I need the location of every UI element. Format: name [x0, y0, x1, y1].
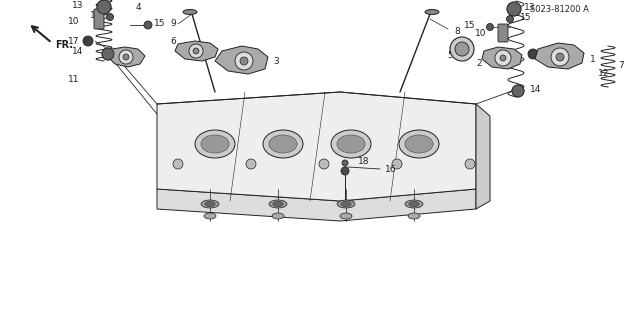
Ellipse shape — [340, 213, 352, 219]
Circle shape — [97, 0, 111, 14]
Polygon shape — [175, 41, 218, 61]
Text: 9: 9 — [170, 19, 176, 28]
Circle shape — [556, 53, 564, 61]
Circle shape — [123, 54, 129, 60]
Text: 14: 14 — [72, 47, 83, 56]
Text: 7: 7 — [618, 62, 624, 70]
Ellipse shape — [201, 200, 219, 208]
Ellipse shape — [341, 202, 351, 206]
Polygon shape — [215, 46, 268, 74]
Ellipse shape — [205, 202, 215, 206]
Text: 17: 17 — [539, 55, 550, 63]
Text: 3: 3 — [273, 56, 279, 65]
Text: 2: 2 — [476, 60, 482, 69]
Circle shape — [102, 48, 114, 60]
Circle shape — [144, 21, 152, 29]
Ellipse shape — [408, 213, 420, 219]
Text: 8: 8 — [454, 26, 460, 35]
Text: 6: 6 — [170, 36, 176, 46]
Ellipse shape — [405, 135, 433, 153]
Text: 4: 4 — [135, 3, 141, 11]
Ellipse shape — [269, 135, 297, 153]
Text: 13: 13 — [524, 4, 536, 12]
Text: 10: 10 — [68, 18, 79, 26]
Ellipse shape — [272, 213, 284, 219]
Polygon shape — [157, 189, 476, 221]
Circle shape — [506, 16, 513, 23]
Circle shape — [341, 167, 349, 175]
Circle shape — [392, 159, 402, 169]
Ellipse shape — [195, 130, 235, 158]
Ellipse shape — [405, 200, 423, 208]
Text: 15: 15 — [154, 19, 166, 27]
Ellipse shape — [337, 200, 355, 208]
Circle shape — [512, 85, 524, 97]
Ellipse shape — [183, 10, 197, 14]
Circle shape — [495, 50, 511, 66]
Circle shape — [240, 57, 248, 65]
Circle shape — [235, 52, 253, 70]
Circle shape — [246, 159, 256, 169]
Text: 15: 15 — [90, 11, 102, 20]
Ellipse shape — [273, 202, 283, 206]
Text: 17: 17 — [68, 36, 79, 46]
Circle shape — [342, 160, 348, 166]
Circle shape — [486, 24, 493, 31]
Polygon shape — [482, 47, 522, 69]
Circle shape — [319, 159, 329, 169]
Ellipse shape — [409, 202, 419, 206]
Circle shape — [465, 159, 475, 169]
Polygon shape — [535, 43, 584, 69]
FancyBboxPatch shape — [498, 24, 508, 42]
Circle shape — [500, 55, 506, 61]
Polygon shape — [476, 104, 490, 209]
Ellipse shape — [269, 200, 287, 208]
FancyBboxPatch shape — [94, 9, 104, 29]
Circle shape — [528, 49, 538, 59]
Circle shape — [83, 36, 93, 46]
Text: FR.: FR. — [55, 40, 73, 50]
Ellipse shape — [399, 130, 439, 158]
Circle shape — [455, 42, 469, 56]
Circle shape — [106, 13, 113, 20]
Text: 14: 14 — [530, 85, 541, 94]
Text: 5: 5 — [447, 51, 453, 61]
Text: 1: 1 — [590, 55, 596, 63]
Circle shape — [119, 50, 133, 64]
Ellipse shape — [331, 130, 371, 158]
Text: 13: 13 — [72, 2, 83, 11]
Ellipse shape — [204, 213, 216, 219]
Ellipse shape — [201, 135, 229, 153]
Polygon shape — [108, 47, 145, 67]
Text: 16: 16 — [385, 165, 397, 174]
Ellipse shape — [263, 130, 303, 158]
Text: 15: 15 — [520, 13, 531, 23]
Circle shape — [193, 48, 199, 54]
Circle shape — [189, 44, 203, 58]
Text: 11: 11 — [68, 75, 79, 84]
Ellipse shape — [425, 10, 439, 14]
Text: 10: 10 — [475, 29, 486, 39]
Circle shape — [173, 159, 183, 169]
Text: S023-81200 A: S023-81200 A — [530, 4, 589, 13]
Polygon shape — [157, 92, 476, 201]
Text: 18: 18 — [358, 157, 369, 166]
Circle shape — [450, 37, 474, 61]
Circle shape — [551, 48, 569, 66]
Circle shape — [507, 2, 521, 16]
Text: 15: 15 — [464, 21, 476, 31]
Ellipse shape — [337, 135, 365, 153]
Text: 12: 12 — [598, 70, 609, 78]
